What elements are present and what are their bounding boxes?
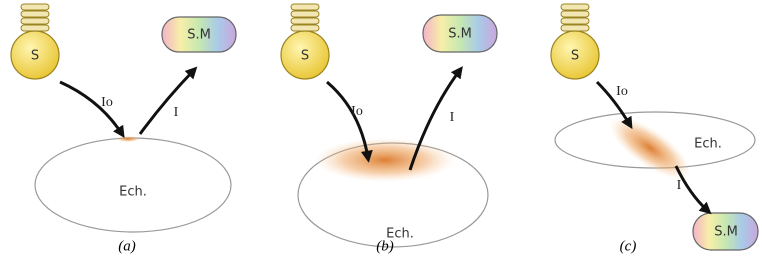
spectrometer: S.M	[693, 213, 758, 250]
detector-label: S.M	[187, 28, 211, 43]
spot	[116, 136, 140, 142]
spectrometer: S.M	[423, 15, 497, 52]
caption: (a)	[118, 238, 136, 254]
light-source: S	[551, 4, 599, 79]
caption: (c)	[620, 238, 637, 254]
reflected-label: I	[174, 105, 179, 120]
spot	[315, 138, 455, 182]
source-label: S	[571, 49, 579, 64]
source-label: S	[31, 49, 39, 64]
sample-label: Ech.	[119, 185, 147, 200]
light-source: S	[11, 4, 59, 79]
spectrometer: S.M	[162, 17, 236, 52]
panel-a: S S.M Ech. Io I (a)	[11, 4, 236, 254]
source-label: S	[301, 49, 309, 64]
reflected-label: I	[450, 110, 455, 125]
detector-label: S.M	[448, 27, 472, 42]
detector-label: S.M	[714, 225, 738, 240]
caption: (b)	[376, 238, 394, 254]
reflected-arrow	[140, 70, 194, 134]
diagram: S S.M Ech. Io I (a) S S.M Ech.	[0, 0, 762, 259]
incident-label: Io	[101, 95, 113, 110]
panel-b: S S.M Ech. Io I (b)	[281, 4, 497, 254]
sample-label: Ech.	[694, 137, 722, 152]
light-source: S	[281, 4, 329, 79]
incident-label: Io	[616, 84, 628, 99]
reflected-label: I	[677, 178, 682, 193]
incident-label: Io	[351, 104, 363, 119]
panel-c: S Ech. S.M Io I (c)	[551, 4, 758, 254]
